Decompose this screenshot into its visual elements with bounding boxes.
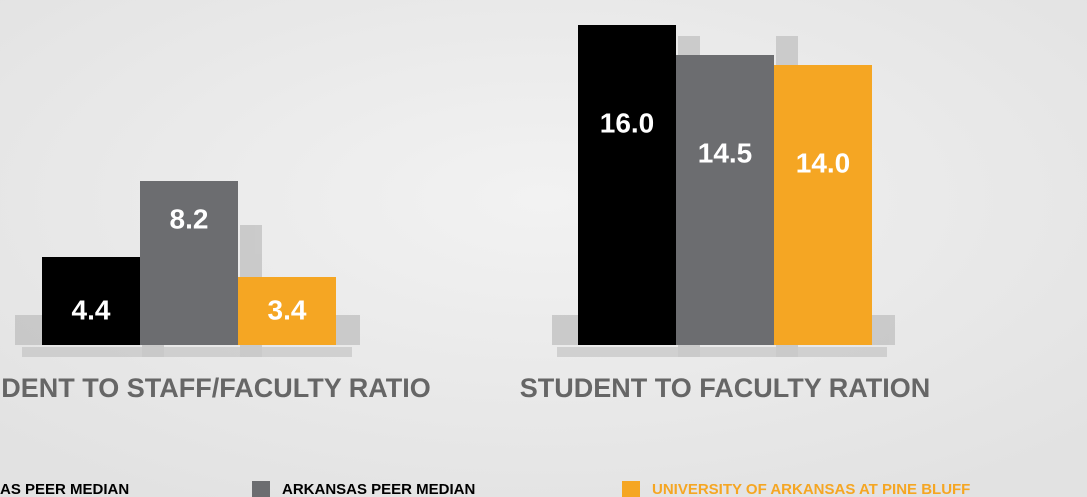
legend-label: ARKANSAS PEER MEDIAN <box>282 481 475 497</box>
bar <box>140 181 238 345</box>
value-label: 14.5 <box>698 137 753 168</box>
legend-swatch <box>252 481 270 497</box>
category-label: STUDENT TO FACULTY RATION <box>520 373 931 403</box>
value-label: 8.2 <box>170 203 209 234</box>
bar <box>238 277 336 345</box>
bar <box>676 55 774 345</box>
bar <box>578 25 676 345</box>
value-label: 4.4 <box>72 294 111 325</box>
legend-label: AS PEER MEDIAN <box>0 481 129 497</box>
bar <box>42 257 140 345</box>
legend-label: UNIVERSITY OF ARKANSAS AT PINE BLUFF <box>652 481 970 497</box>
value-label: 16.0 <box>600 107 655 138</box>
legend-swatch <box>622 481 640 497</box>
category-label: STUDENT TO STAFF/FACULTY RATIO <box>0 373 431 403</box>
bar <box>774 65 872 345</box>
value-label: 3.4 <box>268 294 307 325</box>
value-label: 14.0 <box>796 147 851 178</box>
